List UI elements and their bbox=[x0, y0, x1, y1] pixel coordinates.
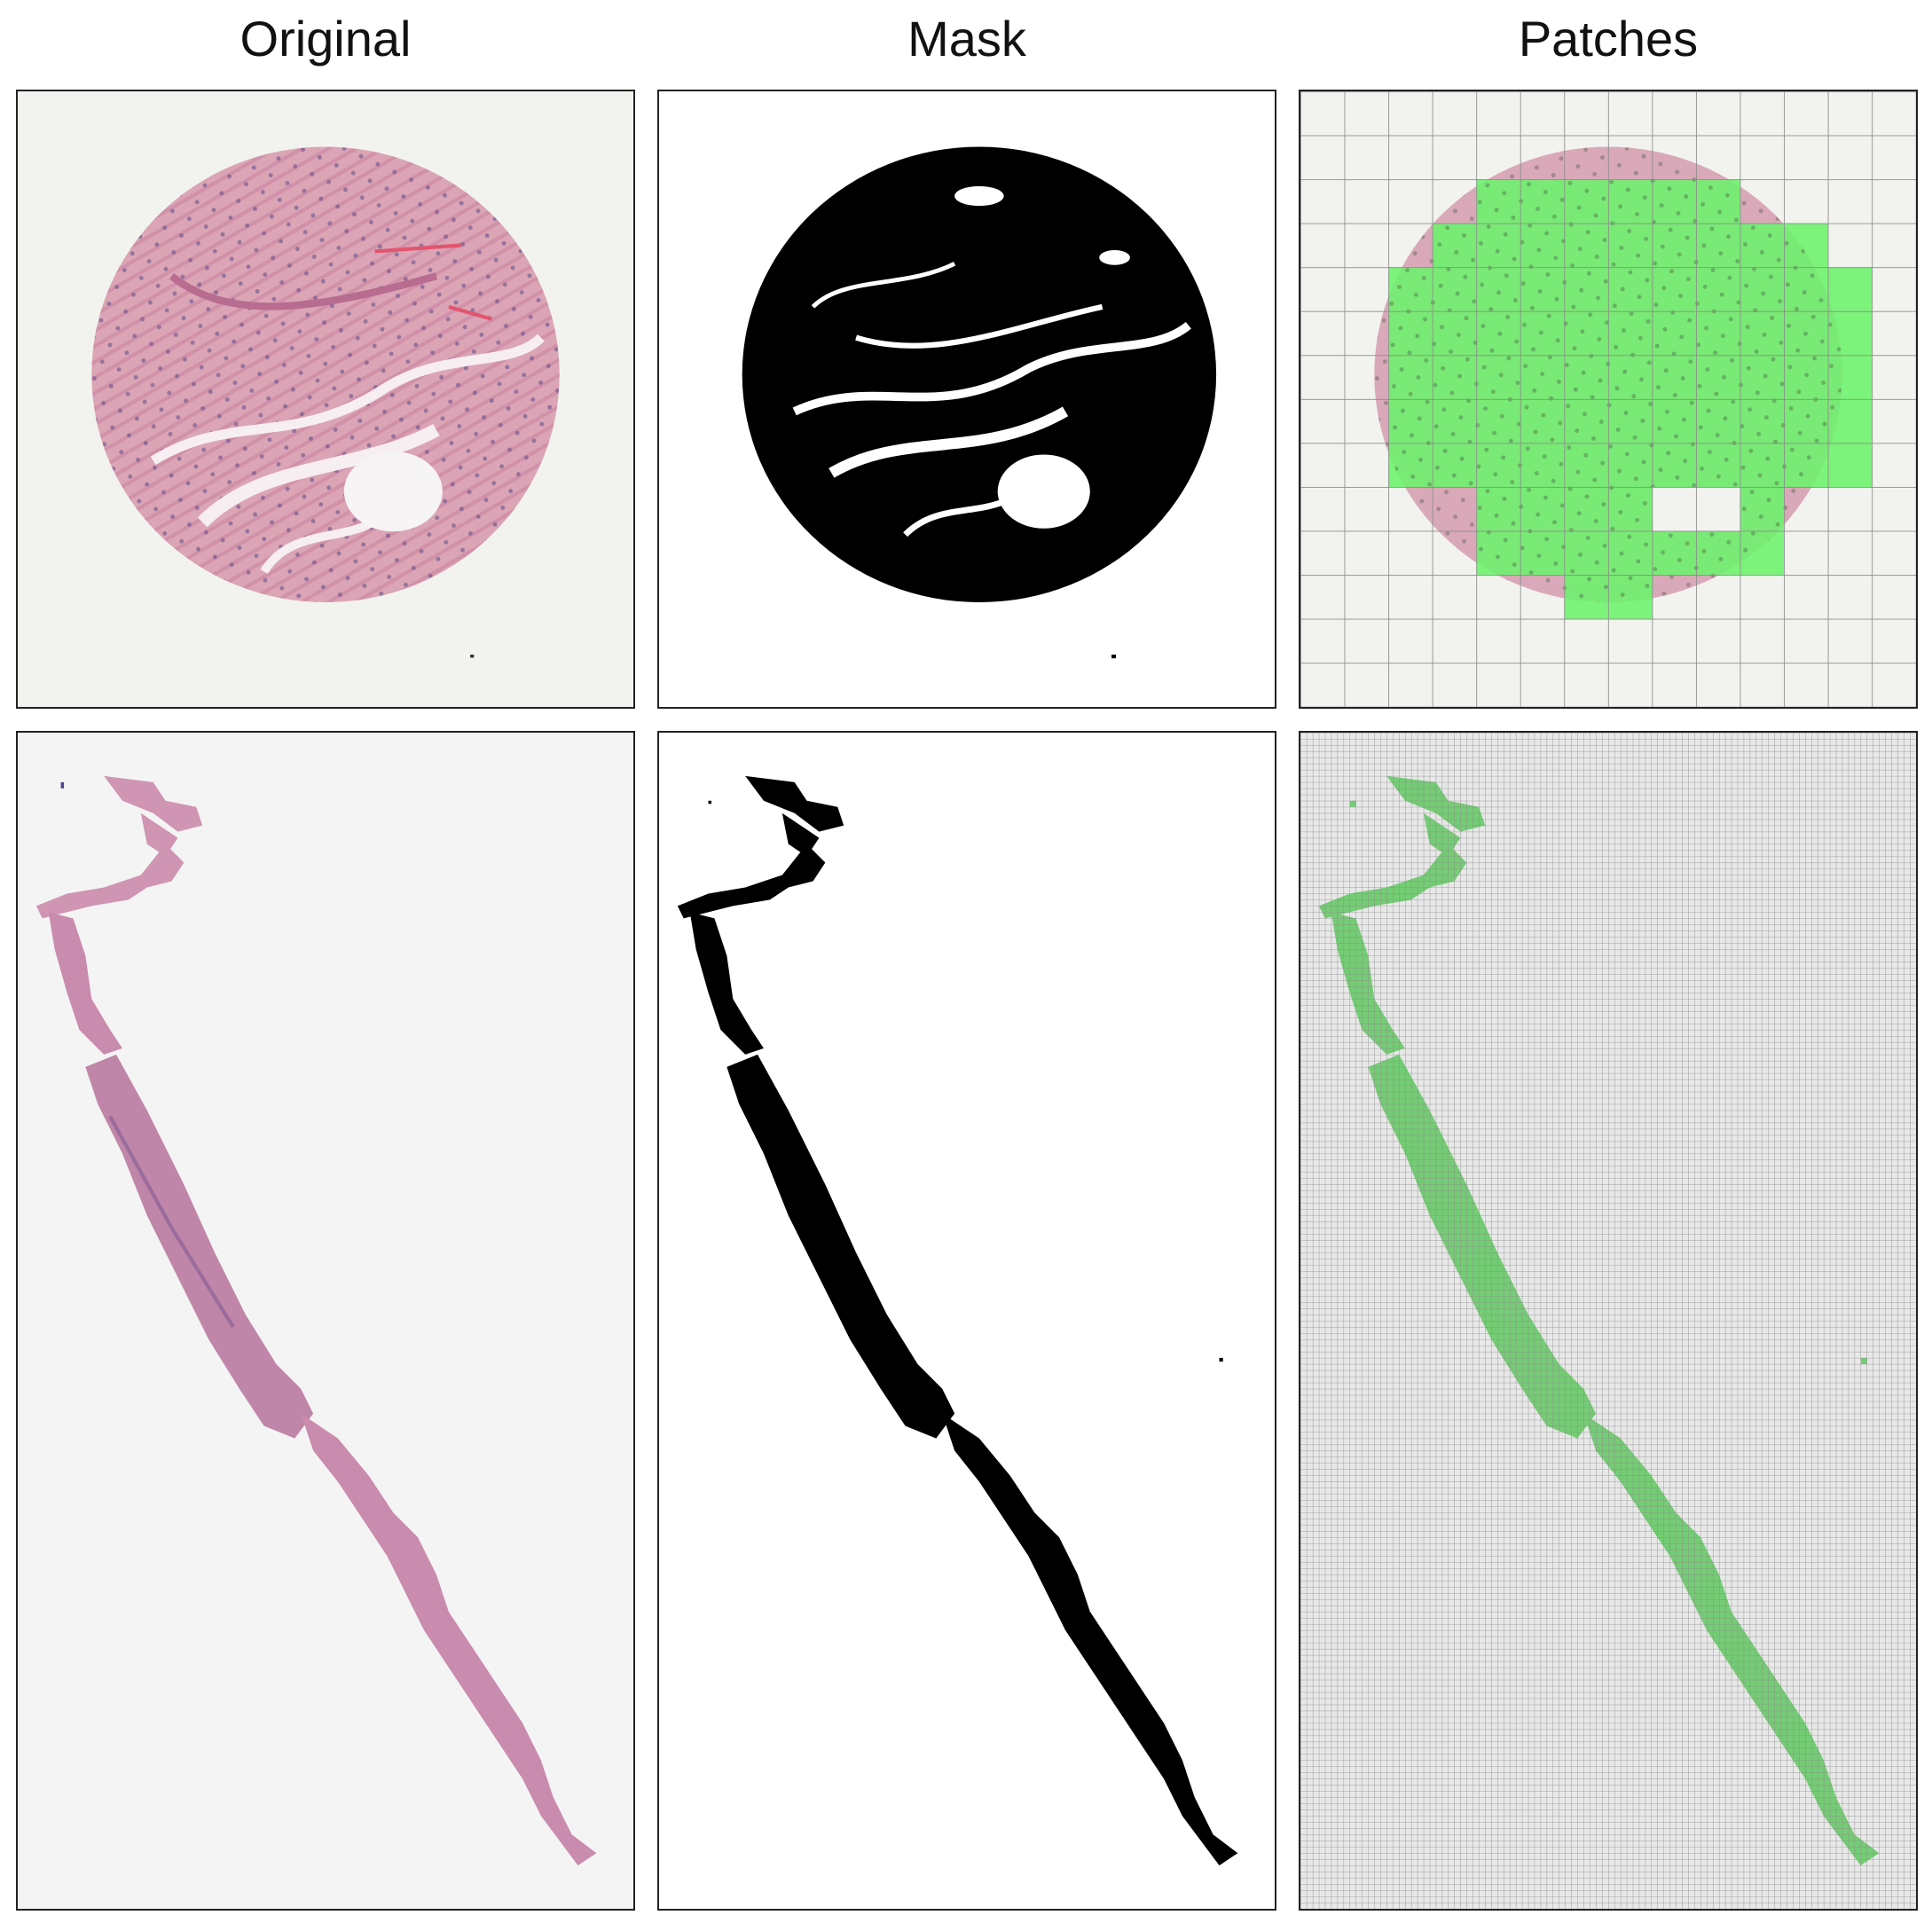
original-biopsy-image bbox=[18, 733, 633, 1909]
mask-biopsy-image bbox=[659, 733, 1275, 1909]
panel-original-biopsy bbox=[16, 731, 635, 1911]
panel-patches-core bbox=[1299, 90, 1918, 709]
panel-original-core bbox=[16, 90, 635, 709]
patches-biopsy-image bbox=[1300, 733, 1916, 1909]
mask-core-image bbox=[659, 91, 1275, 707]
original-core-image bbox=[18, 91, 633, 707]
panel-patches-biopsy bbox=[1299, 731, 1918, 1911]
title-patches: Patches bbox=[1518, 11, 1699, 67]
title-original: Original bbox=[240, 11, 412, 67]
patches-core-image bbox=[1300, 91, 1916, 707]
title-mask: Mask bbox=[907, 11, 1026, 67]
panel-mask-biopsy bbox=[657, 731, 1276, 1911]
panel-mask-core bbox=[657, 90, 1276, 709]
